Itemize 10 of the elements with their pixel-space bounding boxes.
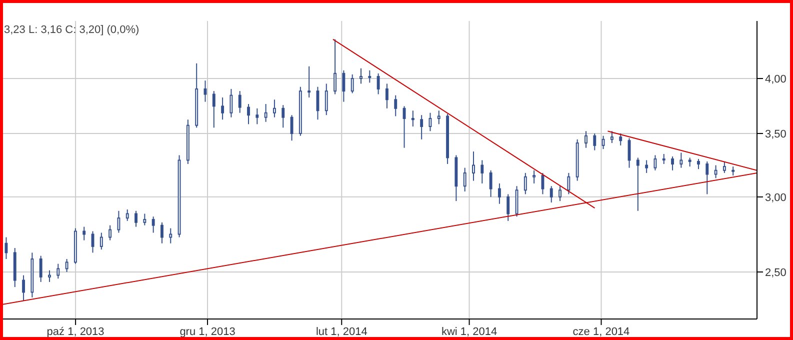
x-tick-label: lut 1, 2014 [316, 326, 368, 338]
x-tick-label: paź 1, 2013 [46, 326, 104, 338]
annotation: 3,23 L: 3,16 C: 3,20] (0,0%) [4, 24, 140, 36]
x-tick-label: kwi 1, 2014 [441, 326, 498, 338]
y-tick-label: 4,00 [765, 73, 786, 86]
x-tick-label: gru 1, 2013 [180, 326, 236, 338]
y-tick-label: 3,50 [765, 128, 786, 140]
y-tick-label: 2,50 [765, 266, 786, 279]
y-tick-label: 3,00 [765, 192, 786, 204]
x-tick-label: cze 1, 2014 [572, 326, 630, 338]
